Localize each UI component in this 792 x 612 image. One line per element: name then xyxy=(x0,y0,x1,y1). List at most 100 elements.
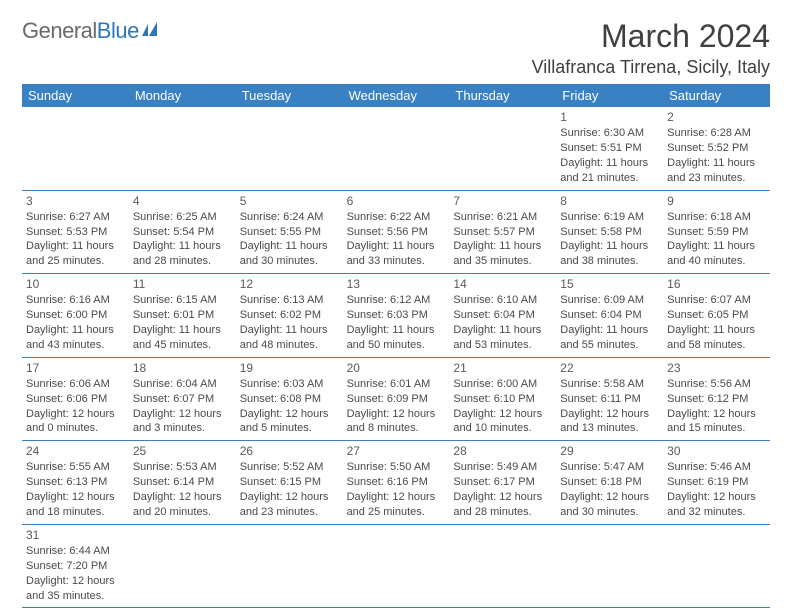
calendar-day: 25Sunrise: 5:53 AMSunset: 6:14 PMDayligh… xyxy=(129,441,236,524)
calendar-day: 28Sunrise: 5:49 AMSunset: 6:17 PMDayligh… xyxy=(449,441,556,524)
sunset-text: Sunset: 6:06 PM xyxy=(26,392,125,407)
daylight-text: and 28 minutes. xyxy=(133,254,232,269)
calendar-day: 2Sunrise: 6:28 AMSunset: 5:52 PMDaylight… xyxy=(663,107,770,190)
sunrise-text: Sunrise: 6:12 AM xyxy=(347,293,446,308)
calendar-week: 17Sunrise: 6:06 AMSunset: 6:06 PMDayligh… xyxy=(22,358,770,442)
daylight-text: Daylight: 11 hours xyxy=(560,156,659,171)
calendar-empty xyxy=(449,525,556,608)
day-number: 17 xyxy=(26,360,125,376)
calendar-day: 15Sunrise: 6:09 AMSunset: 6:04 PMDayligh… xyxy=(556,274,663,357)
day-number: 4 xyxy=(133,193,232,209)
calendar-day: 13Sunrise: 6:12 AMSunset: 6:03 PMDayligh… xyxy=(343,274,450,357)
daylight-text: and 0 minutes. xyxy=(26,421,125,436)
daylight-text: and 15 minutes. xyxy=(667,421,766,436)
daylight-text: Daylight: 11 hours xyxy=(667,239,766,254)
calendar-day: 12Sunrise: 6:13 AMSunset: 6:02 PMDayligh… xyxy=(236,274,343,357)
calendar-day: 23Sunrise: 5:56 AMSunset: 6:12 PMDayligh… xyxy=(663,358,770,441)
sunset-text: Sunset: 5:52 PM xyxy=(667,141,766,156)
daylight-text: and 50 minutes. xyxy=(347,338,446,353)
day-number: 13 xyxy=(347,276,446,292)
calendar-day: 11Sunrise: 6:15 AMSunset: 6:01 PMDayligh… xyxy=(129,274,236,357)
sunrise-text: Sunrise: 6:44 AM xyxy=(26,544,125,559)
sunrise-text: Sunrise: 6:00 AM xyxy=(453,377,552,392)
sunrise-text: Sunrise: 5:52 AM xyxy=(240,460,339,475)
daylight-text: Daylight: 12 hours xyxy=(453,407,552,422)
sunrise-text: Sunrise: 5:55 AM xyxy=(26,460,125,475)
sunrise-text: Sunrise: 6:15 AM xyxy=(133,293,232,308)
daylight-text: and 30 minutes. xyxy=(560,505,659,520)
calendar-day: 4Sunrise: 6:25 AMSunset: 5:54 PMDaylight… xyxy=(129,191,236,274)
daylight-text: Daylight: 11 hours xyxy=(26,323,125,338)
daylight-text: and 18 minutes. xyxy=(26,505,125,520)
sunset-text: Sunset: 6:14 PM xyxy=(133,475,232,490)
calendar-day: 24Sunrise: 5:55 AMSunset: 6:13 PMDayligh… xyxy=(22,441,129,524)
sunset-text: Sunset: 6:12 PM xyxy=(667,392,766,407)
calendar-day: 10Sunrise: 6:16 AMSunset: 6:00 PMDayligh… xyxy=(22,274,129,357)
day-number: 5 xyxy=(240,193,339,209)
daylight-text: Daylight: 11 hours xyxy=(560,323,659,338)
daylight-text: and 33 minutes. xyxy=(347,254,446,269)
logo-text-2: Blue xyxy=(97,18,139,44)
daylight-text: Daylight: 11 hours xyxy=(347,323,446,338)
calendar-day: 6Sunrise: 6:22 AMSunset: 5:56 PMDaylight… xyxy=(343,191,450,274)
sunrise-text: Sunrise: 6:03 AM xyxy=(240,377,339,392)
daylight-text: and 45 minutes. xyxy=(133,338,232,353)
daylight-text: Daylight: 12 hours xyxy=(560,407,659,422)
calendar-empty xyxy=(556,525,663,608)
day-number: 3 xyxy=(26,193,125,209)
day-number: 2 xyxy=(667,109,766,125)
calendar-day: 14Sunrise: 6:10 AMSunset: 6:04 PMDayligh… xyxy=(449,274,556,357)
sunset-text: Sunset: 6:05 PM xyxy=(667,308,766,323)
sunset-text: Sunset: 5:59 PM xyxy=(667,225,766,240)
daylight-text: Daylight: 12 hours xyxy=(453,490,552,505)
day-number: 16 xyxy=(667,276,766,292)
calendar-day: 21Sunrise: 6:00 AMSunset: 6:10 PMDayligh… xyxy=(449,358,556,441)
daylight-text: Daylight: 12 hours xyxy=(133,407,232,422)
daylight-text: and 25 minutes. xyxy=(347,505,446,520)
sunset-text: Sunset: 5:54 PM xyxy=(133,225,232,240)
sunset-text: Sunset: 5:57 PM xyxy=(453,225,552,240)
calendar-week: 1Sunrise: 6:30 AMSunset: 5:51 PMDaylight… xyxy=(22,107,770,191)
calendar-day: 5Sunrise: 6:24 AMSunset: 5:55 PMDaylight… xyxy=(236,191,343,274)
calendar-empty xyxy=(343,107,450,190)
daylight-text: and 53 minutes. xyxy=(453,338,552,353)
day-number: 18 xyxy=(133,360,232,376)
calendar-day: 9Sunrise: 6:18 AMSunset: 5:59 PMDaylight… xyxy=(663,191,770,274)
calendar-day: 26Sunrise: 5:52 AMSunset: 6:15 PMDayligh… xyxy=(236,441,343,524)
sunrise-text: Sunrise: 6:21 AM xyxy=(453,210,552,225)
sunrise-text: Sunrise: 6:19 AM xyxy=(560,210,659,225)
day-number: 6 xyxy=(347,193,446,209)
day-number: 23 xyxy=(667,360,766,376)
sunrise-text: Sunrise: 6:09 AM xyxy=(560,293,659,308)
calendar-day: 17Sunrise: 6:06 AMSunset: 6:06 PMDayligh… xyxy=(22,358,129,441)
daylight-text: Daylight: 12 hours xyxy=(26,407,125,422)
sunrise-text: Sunrise: 6:27 AM xyxy=(26,210,125,225)
calendar-empty xyxy=(129,107,236,190)
day-number: 7 xyxy=(453,193,552,209)
weekday-label: Saturday xyxy=(663,84,770,107)
daylight-text: and 3 minutes. xyxy=(133,421,232,436)
calendar-day: 22Sunrise: 5:58 AMSunset: 6:11 PMDayligh… xyxy=(556,358,663,441)
sunrise-text: Sunrise: 6:30 AM xyxy=(560,126,659,141)
sunrise-text: Sunrise: 6:04 AM xyxy=(133,377,232,392)
weekday-label: Monday xyxy=(129,84,236,107)
sunset-text: Sunset: 6:19 PM xyxy=(667,475,766,490)
calendar-empty xyxy=(343,525,450,608)
sunset-text: Sunset: 7:20 PM xyxy=(26,559,125,574)
calendar-week: 31Sunrise: 6:44 AMSunset: 7:20 PMDayligh… xyxy=(22,525,770,609)
calendar-day: 3Sunrise: 6:27 AMSunset: 5:53 PMDaylight… xyxy=(22,191,129,274)
logo-text-1: General xyxy=(22,18,97,44)
sunset-text: Sunset: 6:10 PM xyxy=(453,392,552,407)
daylight-text: and 55 minutes. xyxy=(560,338,659,353)
flag-icon xyxy=(142,18,164,44)
daylight-text: and 58 minutes. xyxy=(667,338,766,353)
sunrise-text: Sunrise: 6:16 AM xyxy=(26,293,125,308)
calendar-week: 24Sunrise: 5:55 AMSunset: 6:13 PMDayligh… xyxy=(22,441,770,525)
daylight-text: Daylight: 11 hours xyxy=(133,239,232,254)
day-number: 1 xyxy=(560,109,659,125)
sunrise-text: Sunrise: 5:58 AM xyxy=(560,377,659,392)
daylight-text: and 20 minutes. xyxy=(133,505,232,520)
calendar-week: 3Sunrise: 6:27 AMSunset: 5:53 PMDaylight… xyxy=(22,191,770,275)
day-number: 21 xyxy=(453,360,552,376)
calendar-day: 19Sunrise: 6:03 AMSunset: 6:08 PMDayligh… xyxy=(236,358,343,441)
